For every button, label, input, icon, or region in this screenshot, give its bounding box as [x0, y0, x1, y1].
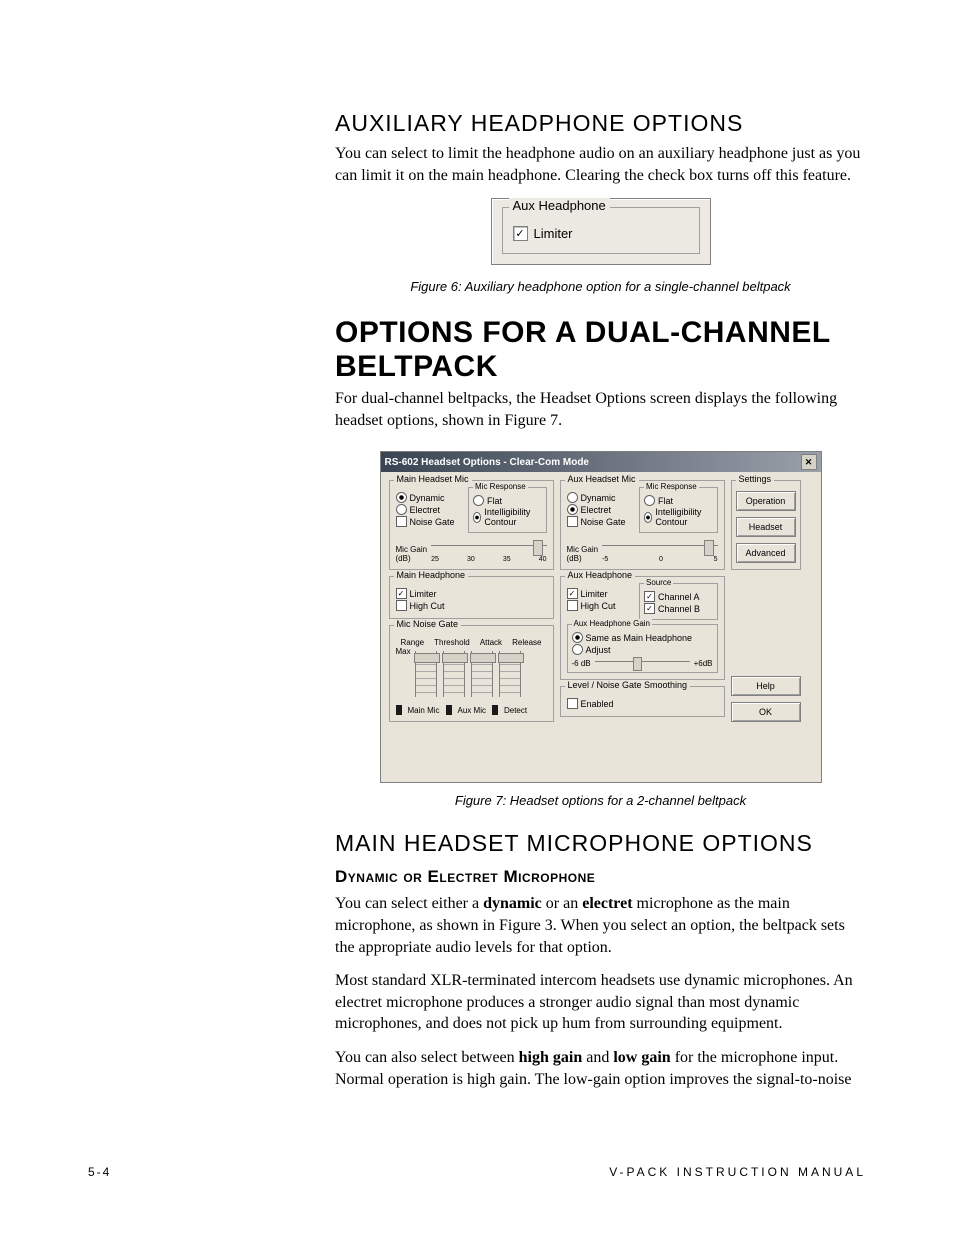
page-number: 5-4 — [88, 1165, 111, 1179]
figure-6: Aux Headphone ✓ Limiter — [491, 198, 711, 265]
noise-gate-sliders[interactable] — [415, 651, 521, 697]
same-as-main-radio[interactable]: Same as Main Headphone — [572, 632, 713, 643]
mic-gain-label: Mic Gain (dB) — [396, 545, 428, 563]
aux-mic-gain-ticks: -505 — [602, 556, 717, 563]
aux-limiter-check[interactable]: Limiter — [567, 588, 636, 599]
mic-gain-ticks: 25303540 — [431, 556, 546, 563]
group-legend: Settings — [736, 474, 775, 484]
smoothing-enabled-check[interactable]: Enabled — [567, 698, 718, 709]
gain-legend: Aux Headphone Gain — [572, 619, 653, 628]
headset-button[interactable]: Headset — [736, 517, 796, 537]
aux-headphone-para: You can select to limit the headphone au… — [335, 143, 866, 186]
group-legend: Level / Noise Gate Smoothing — [565, 680, 691, 690]
aux-headphone-groupbox: Aux Headphone ✓ Limiter — [502, 207, 700, 254]
main-headset-mic-heading: MAIN HEADSET MICROPHONE OPTIONS — [335, 830, 866, 857]
aux-flat-radio[interactable]: Flat — [644, 495, 713, 506]
aux-hp-gain-group: Aux Headphone Gain Same as Main Headphon… — [567, 624, 718, 673]
aux-intel-radio[interactable]: Intelligibility Contour — [644, 507, 713, 527]
para-3: You can also select between high gain an… — [335, 1047, 866, 1090]
settings-group: Settings Operation Headset Advanced — [731, 480, 801, 570]
advanced-button[interactable]: Advanced — [736, 543, 796, 563]
group-legend: Aux Headphone — [565, 570, 636, 580]
mic-response-legend: Mic Response — [473, 482, 528, 491]
dual-channel-para: For dual-channel beltpacks, the Headset … — [335, 388, 866, 431]
group-legend: Mic Noise Gate — [394, 619, 462, 629]
adjust-radio[interactable]: Adjust — [572, 644, 713, 655]
help-button[interactable]: Help — [731, 676, 801, 696]
mic-response-legend: Mic Response — [644, 482, 699, 491]
dynamic-radio[interactable]: Dynamic — [396, 492, 465, 503]
groupbox-legend: Aux Headphone — [509, 198, 610, 213]
group-legend: Aux Headset Mic — [565, 474, 639, 484]
group-legend: Main Headphone — [394, 570, 469, 580]
figure-6-caption: Figure 6: Auxiliary headphone option for… — [335, 279, 866, 294]
source-legend: Source — [644, 578, 673, 587]
limiter-checkbox[interactable]: ✓ Limiter — [513, 226, 689, 241]
noise-gate-legend-row: Main Mic Aux Mic Detect — [396, 705, 547, 715]
aux-mic-gain-label: Mic Gain (dB) — [567, 545, 599, 563]
document-page: AUXILIARY HEADPHONE OPTIONS You can sele… — [0, 0, 954, 1235]
mic-gain-slider[interactable] — [431, 545, 546, 554]
mic-noise-gate-group: Mic Noise Gate RangeThresholdAttackRelea… — [389, 625, 554, 722]
dialog-title: RS-602 Headset Options - Clear-Com Mode — [385, 457, 589, 468]
aux-highcut-check[interactable]: High Cut — [567, 600, 636, 611]
main-headphone-group: Main Headphone Limiter High Cut — [389, 576, 554, 619]
operation-button[interactable]: Operation — [736, 491, 796, 511]
main-highcut-check[interactable]: High Cut — [396, 600, 547, 611]
main-headset-mic-group: Main Headset Mic Dynamic Electret Noise … — [389, 480, 554, 570]
limiter-label: Limiter — [534, 226, 573, 241]
noise-gate-check[interactable]: Noise Gate — [396, 516, 465, 527]
electret-radio[interactable]: Electret — [396, 504, 465, 515]
manual-title: V-PACK INSTRUCTION MANUAL — [609, 1165, 866, 1179]
figure-7-caption: Figure 7: Headset options for a 2-channe… — [335, 793, 866, 808]
noise-gate-col-labels: RangeThresholdAttackRelease — [396, 638, 547, 647]
ok-button[interactable]: OK — [731, 702, 801, 722]
group-legend: Main Headset Mic — [394, 474, 472, 484]
close-icon[interactable]: ✕ — [801, 454, 817, 470]
aux-noise-gate-check[interactable]: Noise Gate — [567, 516, 636, 527]
figure-7-dialog: RS-602 Headset Options - Clear-Com Mode … — [380, 451, 822, 783]
dialog-titlebar: RS-602 Headset Options - Clear-Com Mode … — [381, 452, 821, 472]
aux-hp-gain-slider[interactable]: -6 dB +6dB — [572, 659, 713, 668]
aux-headphone-heading: AUXILIARY HEADPHONE OPTIONS — [335, 110, 866, 137]
dual-channel-title: OPTIONS FOR A DUAL-CHANNEL BELTPACK — [335, 316, 866, 384]
dynamic-electret-subheading: Dynamic or Electret Microphone — [335, 867, 866, 887]
aux-headset-mic-group: Aux Headset Mic Dynamic Electret Noise G… — [560, 480, 725, 570]
aux-headphone-group: Aux Headphone Limiter High Cut Source Ch… — [560, 576, 725, 680]
check-icon: ✓ — [513, 226, 528, 241]
aux-mic-gain-slider[interactable] — [602, 545, 717, 554]
para-1: You can select either a dynamic or an el… — [335, 893, 866, 958]
smoothing-group: Level / Noise Gate Smoothing Enabled — [560, 686, 725, 717]
aux-electret-radio[interactable]: Electret — [567, 504, 636, 515]
channel-b-check[interactable]: Channel B — [644, 603, 713, 614]
main-limiter-check[interactable]: Limiter — [396, 588, 547, 599]
aux-dynamic-radio[interactable]: Dynamic — [567, 492, 636, 503]
max-label: Max — [396, 647, 411, 656]
para-2: Most standard XLR-terminated intercom he… — [335, 970, 866, 1035]
channel-a-check[interactable]: Channel A — [644, 591, 713, 602]
page-footer: 5-4 V-PACK INSTRUCTION MANUAL — [88, 1165, 866, 1179]
flat-radio[interactable]: Flat — [473, 495, 542, 506]
intel-radio[interactable]: Intelligibility Contour — [473, 507, 542, 527]
